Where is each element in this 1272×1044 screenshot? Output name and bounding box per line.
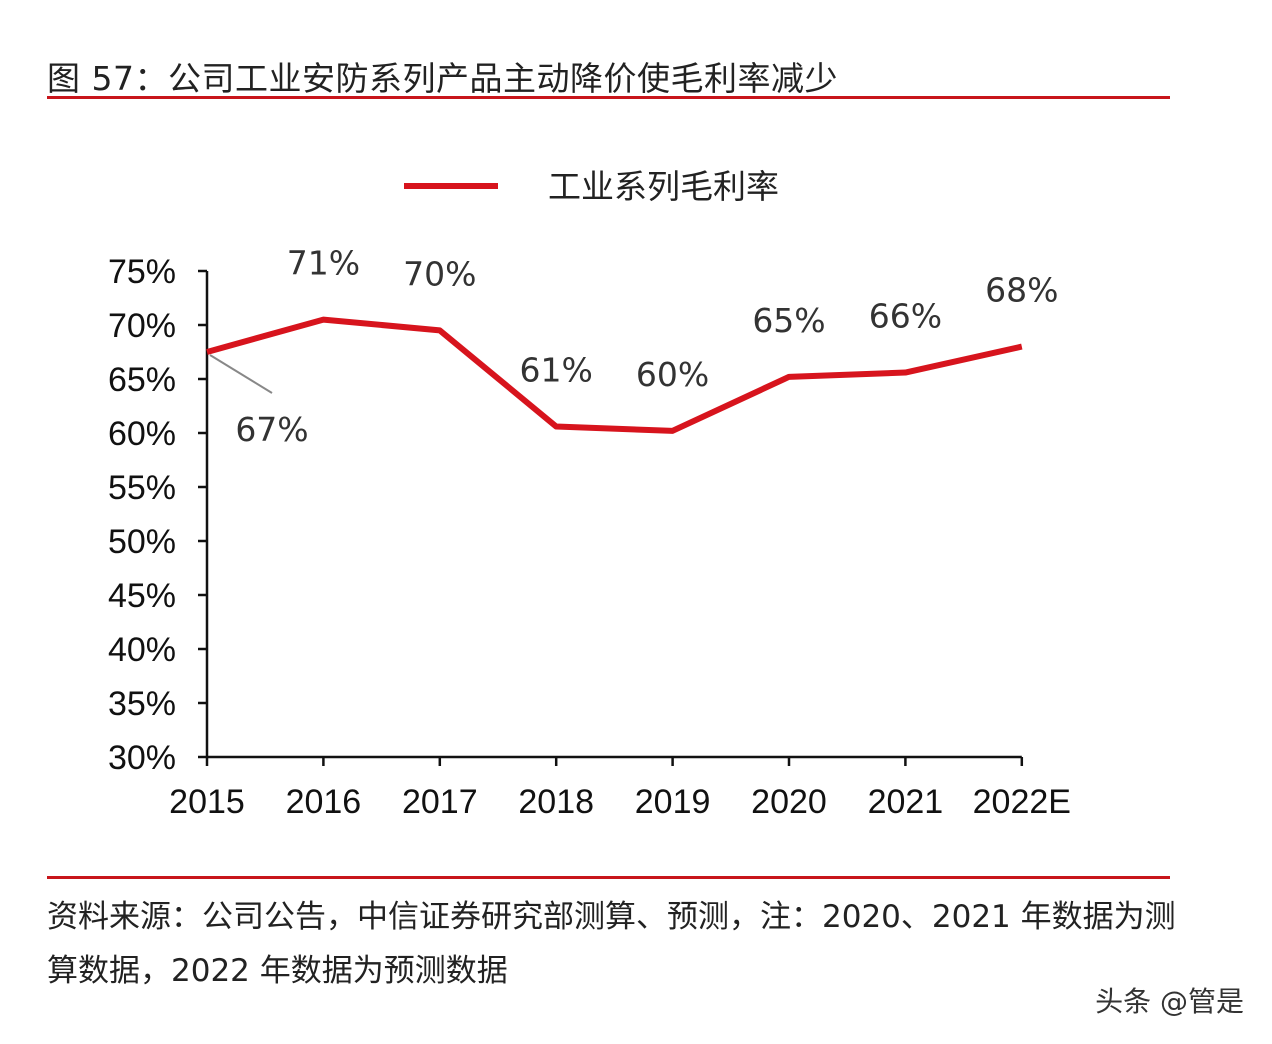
data-label: 70% <box>403 254 476 293</box>
y-tick-label: 70% <box>108 307 176 345</box>
x-tick-label: 2020 <box>751 783 827 821</box>
data-label: 65% <box>752 301 825 340</box>
x-tick-label: 2022E <box>973 783 1071 821</box>
x-tick-label: 2019 <box>635 783 711 821</box>
x-tick-label: 2017 <box>402 783 478 821</box>
y-tick-label: 55% <box>108 469 176 507</box>
x-tick-label: 2018 <box>518 783 594 821</box>
y-tick-label: 50% <box>108 523 176 561</box>
leader-line <box>209 354 273 394</box>
y-tick-label: 40% <box>108 631 176 669</box>
y-tick-label: 75% <box>108 253 176 291</box>
source-rule <box>47 876 1170 879</box>
data-label: 61% <box>520 351 593 390</box>
title-rule <box>47 96 1170 99</box>
data-label: 60% <box>636 355 709 394</box>
legend-label: 工业系列毛利率 <box>548 167 779 206</box>
legend: 工业系列毛利率 <box>404 167 779 206</box>
y-tick-label: 30% <box>108 739 176 777</box>
y-tick-label: 35% <box>108 685 176 723</box>
y-tick-label: 45% <box>108 577 176 615</box>
x-tick-label: 2015 <box>169 783 245 821</box>
data-label: 66% <box>869 297 942 336</box>
source-note: 资料来源：公司公告，中信证券研究部测算、预测，注：2020、2021 年数据为测… <box>47 899 1176 989</box>
x-tick-label: 2016 <box>286 783 362 821</box>
series-line-gross-margin <box>206 316 1023 434</box>
y-tick-label: 60% <box>108 415 176 453</box>
data-label: 68% <box>985 271 1058 310</box>
x-tick-label: 2021 <box>868 783 944 821</box>
data-label: 67% <box>235 410 308 449</box>
data-label: 71% <box>287 244 360 283</box>
y-tick-label: 65% <box>108 361 176 399</box>
watermark: 头条 @管是 <box>1095 985 1244 1018</box>
figure-title: 图 57：公司工业安防系列产品主动降价使毛利率减少 <box>47 59 838 98</box>
